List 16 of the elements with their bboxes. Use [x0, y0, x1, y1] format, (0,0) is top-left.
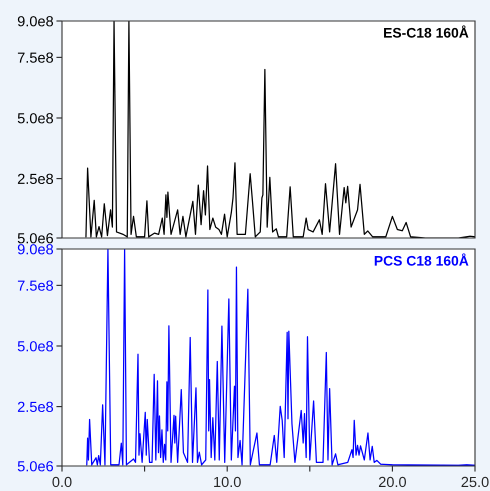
- x-tick-label: 25.0: [462, 476, 489, 488]
- x-tick-label: 20.0: [378, 476, 406, 488]
- y-tick-label: 5.0e6: [18, 461, 54, 472]
- text: ES-C18 160Å: [384, 25, 468, 38]
- x-tick-label: 10.0: [214, 476, 241, 488]
- y-tick-label: 7.5e8: [18, 280, 54, 291]
- y-tick-label: 9.0e8: [18, 16, 54, 26]
- y-tick-label: 5.0e8: [18, 341, 54, 352]
- y-tick-label: 2.5e8: [18, 174, 54, 184]
- x-tick-label: 0.0: [52, 476, 72, 488]
- text: PCS C18 160Å: [374, 253, 468, 266]
- y-tick-label: 2.5e8: [18, 402, 54, 412]
- y-tick-label: 5.0e6: [18, 233, 54, 244]
- y-tick-label: 7.5e8: [18, 52, 54, 63]
- y-tick-label: 9.0e8: [18, 244, 54, 254]
- y-tick-label: 5.0e8: [18, 113, 54, 124]
